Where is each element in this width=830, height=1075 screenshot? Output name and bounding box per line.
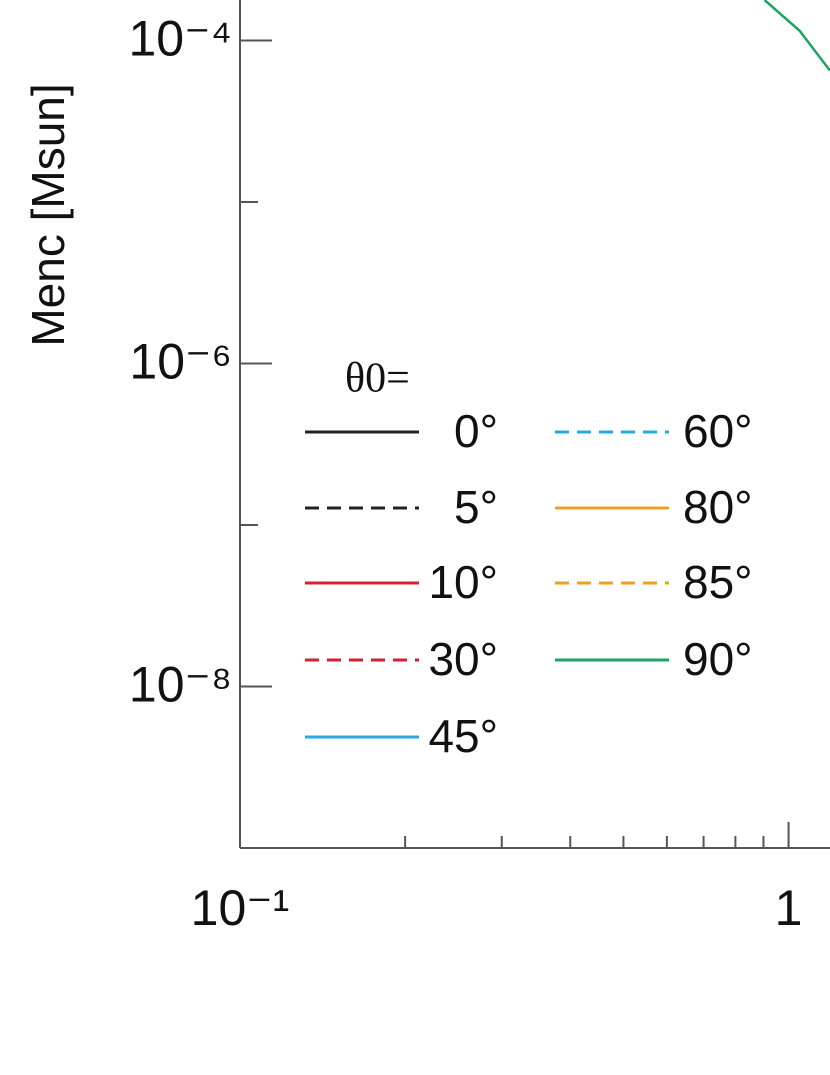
legend-label: 60° [683,405,753,457]
series-line [763,0,830,72]
y-axis-label: Menc [Msun] [22,83,74,346]
y-tick-label: 10⁻⁸ [129,657,232,713]
legend-label: 90° [683,633,753,685]
legend-label: 45° [428,710,498,762]
legend-title: θ0= [345,356,410,402]
plot-area [763,0,830,72]
legend-label: 30° [428,633,498,685]
legend-label: 5° [454,481,498,533]
legend-label: 85° [683,556,753,608]
x-tick-label: 10⁻¹ [191,880,290,936]
legend-label: 0° [454,405,498,457]
legend-label: 10° [428,556,498,608]
legend-label: 80° [683,481,753,533]
x-tick-label: 1 [775,880,803,936]
y-tick-label: 10⁻⁶ [129,334,232,390]
y-tick-label: 10⁻⁴ [129,11,233,67]
